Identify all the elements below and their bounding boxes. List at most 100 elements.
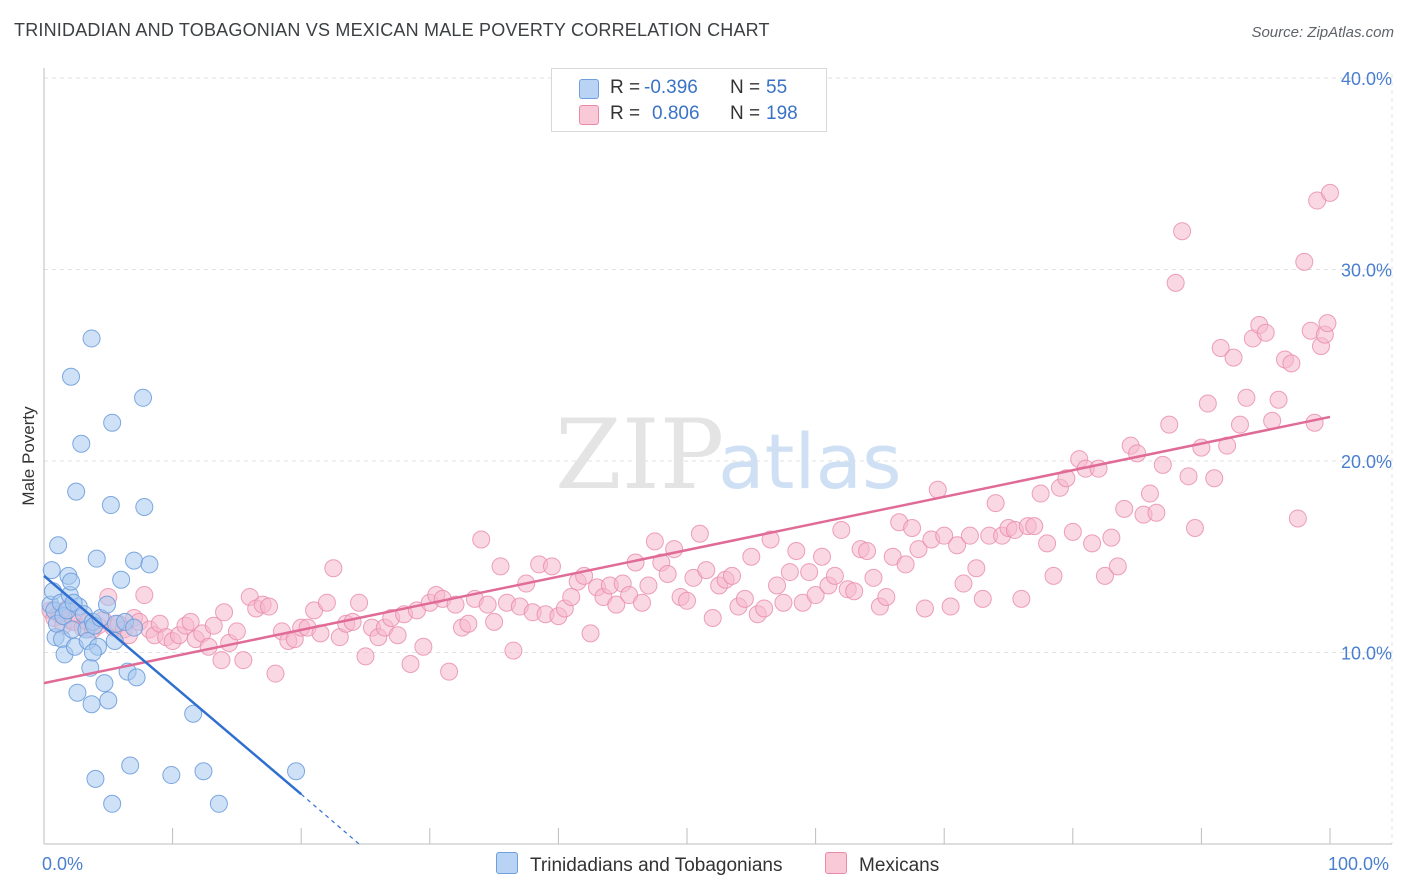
mexicans-point — [678, 591, 696, 610]
correlation-legend: R = -0.396 N = 55 R = 0.806 N = 198 — [551, 68, 827, 132]
mexicans-point — [350, 593, 369, 612]
trinidadian-point — [125, 551, 144, 570]
trinidadian-point — [140, 555, 159, 574]
mexicans-point — [1031, 484, 1050, 503]
legend-row-trinidadian: R = -0.396 N = 55 — [552, 75, 826, 101]
mexicans-point — [356, 647, 375, 666]
mexicans-point — [562, 587, 581, 606]
trinidadian-point — [135, 497, 154, 516]
trinidadian-point — [209, 794, 228, 813]
mexicans-point — [504, 641, 523, 660]
watermark-atlas: atlas — [718, 417, 902, 506]
trinidadian-point — [68, 683, 87, 702]
mexicans-point — [915, 599, 934, 618]
mexicans-point — [813, 547, 832, 566]
mexicans-trend-line — [43, 415, 1331, 685]
trinidadian-point — [82, 695, 101, 714]
trinidadian-point — [42, 561, 61, 580]
mexicans-point — [645, 532, 664, 551]
legend-n-value: 198 — [766, 103, 798, 124]
mexicans-point — [581, 624, 600, 643]
mexicans-point — [1282, 354, 1301, 373]
trinidadian-trend-line — [43, 574, 303, 796]
mexicans-point — [761, 530, 780, 549]
mexicans-point — [742, 547, 761, 566]
trinidadian-point — [127, 668, 146, 687]
legend-n-label: N = — [730, 77, 761, 98]
mexicans-point — [755, 599, 774, 618]
trinidadian-point — [121, 756, 140, 775]
watermark-zip: ZIP — [555, 399, 724, 511]
bottom-legend-swatch-blue — [496, 852, 518, 874]
trinidadian-point — [67, 482, 86, 501]
mexicans-point — [973, 589, 992, 608]
mexicans-point — [459, 614, 478, 633]
legend-n-label: N = — [730, 103, 761, 124]
mexicans-point — [1224, 348, 1243, 367]
watermark: ZIP atlas — [555, 399, 902, 511]
trinidadian-point — [82, 329, 101, 348]
mexicans-point — [1269, 390, 1288, 409]
mexicans-point — [212, 651, 231, 670]
y-tick-label: 20.0% — [1341, 452, 1392, 472]
mexicans-point — [896, 555, 915, 574]
mexicans-point — [1012, 589, 1031, 608]
mexicans-point — [787, 542, 806, 561]
mexicans-point — [1095, 566, 1114, 585]
mexicans-point — [181, 612, 200, 631]
mexicans-point — [845, 582, 864, 601]
mexicans-point — [266, 664, 285, 683]
trinidadian-point — [49, 536, 68, 555]
y-axis-label: Male Poverty — [19, 406, 38, 506]
mexicans-point — [986, 494, 1005, 513]
mexicans-point — [768, 576, 787, 595]
y-tick-label: 30.0% — [1341, 261, 1392, 281]
mexicans-point — [1025, 517, 1044, 536]
trinidadian-point — [62, 367, 81, 386]
legend-swatch-pink — [579, 105, 599, 125]
trinidadian-point — [287, 762, 306, 781]
mexicans-point — [941, 597, 960, 616]
mexicans-point — [935, 526, 954, 545]
mexicans-point — [1237, 388, 1256, 407]
mexicans-point — [1108, 557, 1127, 576]
mexicans-point — [800, 563, 819, 582]
trinidadian-point — [98, 595, 117, 614]
mexicans-point — [1160, 415, 1179, 434]
mexicans-point — [1198, 394, 1217, 413]
mexicans-point — [774, 593, 793, 612]
mexicans-point — [1211, 339, 1230, 358]
mexicans-point — [1256, 323, 1275, 342]
mexicans-point — [690, 524, 709, 543]
mexicans-point — [440, 662, 459, 681]
axes — [43, 68, 1392, 845]
bottom-legend-trinidadian: Trinidadians and Tobagonians — [496, 852, 782, 877]
mexicans-point — [1305, 413, 1324, 432]
mexicans-point — [697, 561, 716, 580]
mexicans-point — [227, 622, 246, 641]
mexicans-point — [1147, 503, 1166, 522]
mexicans-point — [324, 559, 343, 578]
trinidadian-point — [99, 691, 118, 710]
legend-row-mexicans: R = 0.806 N = 198 — [552, 101, 826, 127]
x-tick-label-max: 100.0% — [1328, 854, 1389, 874]
mexicans-point — [806, 586, 825, 605]
trinidadian-point — [101, 496, 120, 515]
mexicans-point — [1318, 314, 1337, 333]
trinidadian-points — [41, 329, 306, 813]
legend-n-value: 55 — [766, 77, 788, 98]
mexicans-point — [1115, 499, 1134, 518]
mexicans-point — [472, 530, 491, 549]
mexicans-point — [1185, 519, 1204, 538]
mexicans-point — [491, 557, 510, 576]
trinidadian-point — [194, 762, 213, 781]
mexicans-point — [1044, 566, 1063, 585]
mexicans-point — [401, 654, 420, 673]
mexicans-point — [832, 520, 851, 539]
mexicans-point — [735, 589, 754, 608]
trinidadian-point — [86, 769, 105, 788]
source-label: Source: ZipAtlas.com — [1251, 24, 1394, 41]
y-tick-label: 40.0% — [1341, 69, 1392, 89]
mexicans-point — [446, 595, 465, 614]
